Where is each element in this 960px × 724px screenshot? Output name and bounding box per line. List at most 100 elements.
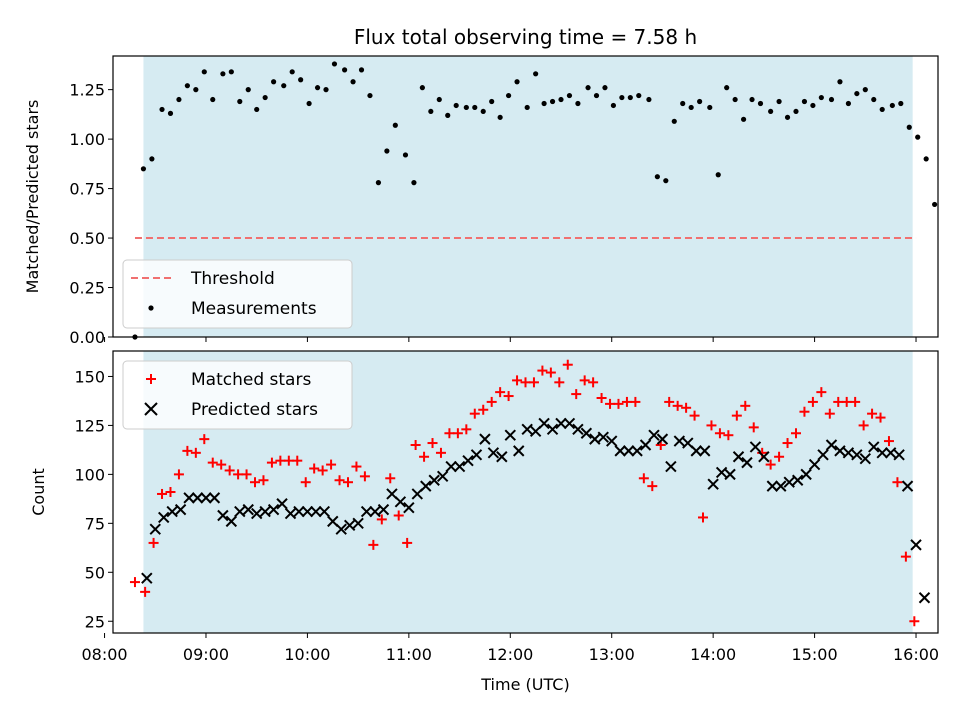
- measurement-point: [879, 106, 885, 113]
- measurement-point: [810, 102, 816, 109]
- predicted-point: [183, 492, 195, 504]
- measurement-point: [524, 104, 530, 111]
- predicted-point: [606, 435, 618, 447]
- measurement-point: [715, 172, 721, 178]
- matched-point: [351, 461, 362, 472]
- predicted-point: [631, 445, 643, 457]
- predicted-point: [775, 480, 787, 492]
- matched-point: [588, 377, 599, 388]
- measurement-point: [854, 90, 860, 97]
- matched-point: [833, 396, 844, 407]
- predicted-point: [141, 572, 153, 584]
- measurement-point: [671, 118, 677, 124]
- measurement-point: [193, 87, 199, 93]
- measurement-point: [453, 102, 459, 109]
- predicted-point: [758, 451, 770, 463]
- measurement-point: [176, 96, 182, 103]
- matched-point: [368, 539, 379, 550]
- matched-point: [706, 420, 717, 431]
- measurement-point: [489, 98, 495, 105]
- predicted-point: [513, 445, 525, 457]
- predicted-point: [698, 445, 711, 457]
- predicted-point: [690, 445, 702, 457]
- matched-point: [427, 438, 438, 449]
- predicted-point: [918, 592, 931, 604]
- predicted-point: [901, 480, 914, 492]
- predicted-point: [910, 539, 922, 551]
- matched-point: [140, 586, 151, 597]
- measurement-point: [281, 83, 287, 89]
- predicted-point: [149, 523, 161, 535]
- predicted-point: [276, 498, 288, 510]
- predicted-point: [267, 503, 280, 516]
- matched-point: [241, 469, 252, 480]
- predicted-point: [876, 447, 888, 459]
- measurement-point: [436, 96, 442, 103]
- matched-point: [165, 487, 176, 497]
- predicted-point: [639, 439, 652, 451]
- x-tick-label: 11:00: [386, 645, 432, 664]
- predicted-point: [301, 505, 314, 518]
- predicted-point: [791, 474, 804, 486]
- measurement-point: [932, 201, 938, 208]
- y-tick-label: 0.75: [69, 180, 105, 199]
- matched-point: [528, 377, 539, 388]
- x-tick-label: 14:00: [690, 645, 736, 664]
- matched-point: [309, 463, 320, 474]
- measurement-point: [533, 71, 539, 77]
- matched-point: [748, 422, 759, 433]
- predicted-point: [259, 505, 271, 518]
- measurement-point: [342, 67, 348, 73]
- measurement-point: [228, 69, 234, 75]
- predicted-point: [360, 505, 373, 518]
- matched-point: [900, 551, 911, 562]
- matched-point: [714, 428, 725, 439]
- y-tick-label: 125: [74, 416, 105, 435]
- measurement-point: [358, 67, 365, 73]
- measurement-point: [776, 98, 782, 105]
- predicted-point: [665, 460, 677, 473]
- measurement-point: [575, 100, 581, 107]
- matched-point: [740, 400, 751, 411]
- measurement-point: [350, 79, 356, 85]
- matched-point: [782, 438, 793, 449]
- measurement-point: [402, 152, 409, 158]
- predicted-point: [420, 480, 432, 492]
- y-tick-label: 50: [85, 563, 105, 582]
- measurement-point: [210, 96, 216, 103]
- measurement-point: [724, 85, 730, 91]
- predicted-point: [293, 505, 305, 518]
- measurement-point: [749, 96, 755, 103]
- matched-point: [250, 477, 261, 488]
- matched-point: [207, 457, 218, 468]
- measurement-point: [566, 92, 573, 99]
- measurement-point: [768, 108, 774, 115]
- measurement-point: [159, 106, 165, 113]
- predicted-point: [462, 454, 474, 467]
- axes-frame: [112, 350, 939, 634]
- matched-point: [334, 475, 345, 486]
- matched-point: [233, 469, 244, 480]
- matched-point: [173, 469, 184, 480]
- predicted-point: [200, 492, 212, 504]
- measurement-point: [732, 96, 738, 103]
- matched-point: [545, 367, 556, 378]
- matched-point: [698, 512, 709, 523]
- matched-point: [537, 365, 548, 376]
- matched-point: [841, 396, 852, 407]
- predicted-point: [343, 519, 356, 531]
- measurement-point: [923, 156, 929, 162]
- predicted-point: [538, 417, 550, 430]
- matched-point: [266, 457, 277, 468]
- measurement-point: [610, 102, 617, 109]
- predicted-point: [580, 427, 593, 439]
- predicted-point: [217, 509, 229, 522]
- predicted-point: [817, 449, 829, 461]
- matched-point: [799, 406, 810, 417]
- matched-point: [129, 577, 140, 588]
- matched-point: [512, 375, 523, 386]
- predicted-point: [335, 523, 347, 535]
- predicted-point: [234, 505, 246, 518]
- x-tick-label: 09:00: [183, 645, 229, 664]
- x-tick-label: 13:00: [589, 645, 635, 664]
